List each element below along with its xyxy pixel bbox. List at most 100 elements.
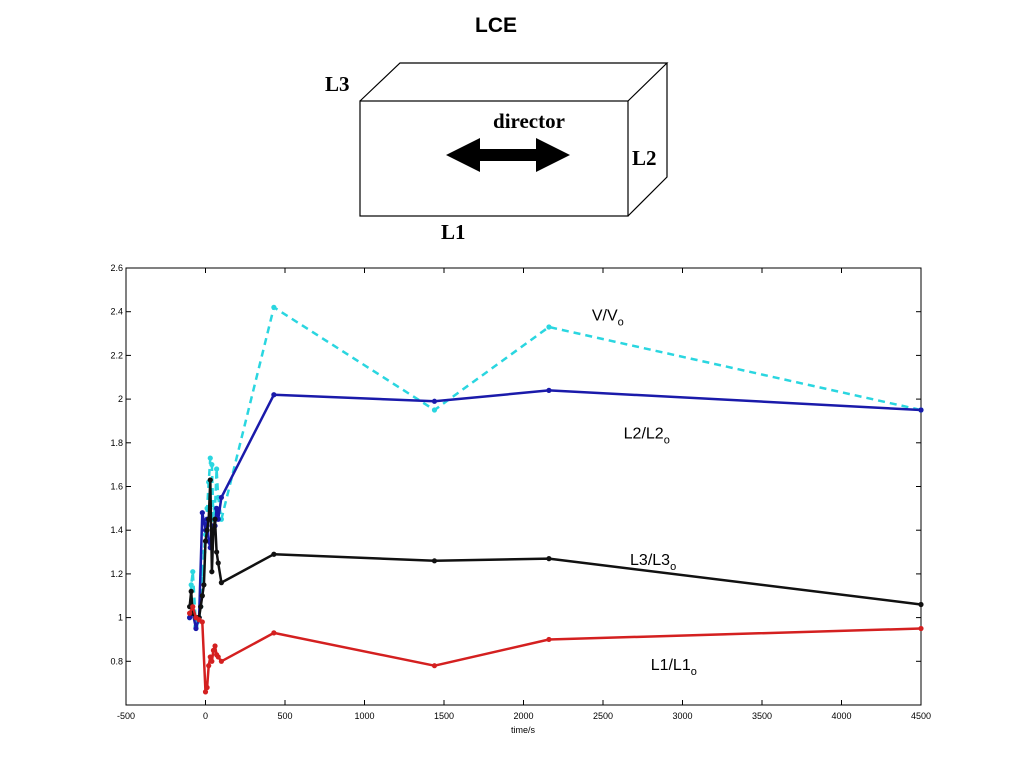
data-point-v-v <box>546 324 552 330</box>
x-tick-label: 500 <box>277 711 292 721</box>
data-point-l1-l1 <box>212 643 218 649</box>
box-side-face <box>627 63 668 217</box>
data-point-l2-l2 <box>187 615 193 621</box>
series-line-l1-l1 <box>188 605 922 694</box>
series-label-text: L1/L1 <box>651 657 691 674</box>
series-label-subscript: o <box>670 561 676 573</box>
data-point-l1-l1 <box>202 689 209 695</box>
data-point-l2-l2 <box>918 407 924 413</box>
data-point-l2-l2 <box>214 505 220 511</box>
y-tick-label: 1.4 <box>110 525 123 535</box>
y-tick-label: 1.8 <box>110 438 123 448</box>
box-outline <box>359 62 669 217</box>
label-director: director <box>493 109 565 133</box>
data-point-l3-l3 <box>198 604 204 610</box>
data-point-l1-l1 <box>918 625 924 632</box>
y-tick-label: 0.8 <box>110 656 123 666</box>
data-point-v-v <box>207 455 213 461</box>
data-point-l1-l1 <box>204 684 210 691</box>
series-label-text: L2/L2 <box>624 425 664 442</box>
series-line-v-v <box>188 306 922 628</box>
y-tick-label: 1 <box>118 613 123 623</box>
series-line-l3-l3 <box>188 478 922 619</box>
series-label-l1-l1: L1/L1o <box>651 657 697 678</box>
box-front-face <box>359 100 629 217</box>
data-point-l1-l1 <box>207 654 213 660</box>
data-point-l2-l2 <box>218 494 224 501</box>
data-point-l2-l2 <box>193 625 199 632</box>
series-layer <box>187 304 924 695</box>
box-top-face <box>359 62 669 102</box>
data-point-l3-l3 <box>214 549 220 555</box>
data-point-l3-l3 <box>431 558 438 564</box>
y-tick-label: 1.2 <box>110 569 123 579</box>
data-point-v-v <box>190 569 196 575</box>
data-point-v-v <box>214 466 220 472</box>
series-label-subscript: o <box>618 316 624 328</box>
data-point-l3-l3 <box>218 580 224 586</box>
y-tick-label: 1.6 <box>110 482 123 492</box>
data-point-v-v <box>431 407 438 413</box>
x-tick-label: 2000 <box>513 711 533 721</box>
data-point-l1-l1 <box>431 663 438 669</box>
series-label-text: L3/L3 <box>630 552 670 569</box>
x-tick-label: 1500 <box>434 711 454 721</box>
data-point-l3-l3 <box>918 601 924 608</box>
data-point-v-v <box>188 582 194 588</box>
data-point-l1-l1 <box>215 654 221 660</box>
data-point-l1-l1 <box>206 663 212 669</box>
data-point-l3-l3 <box>199 593 205 599</box>
x-tick-label: 3500 <box>752 711 772 721</box>
series-v-v <box>187 304 924 629</box>
y-tick-label: 2.2 <box>110 350 123 360</box>
data-point-l3-l3 <box>215 560 221 566</box>
series-label-subscript: o <box>691 666 697 678</box>
data-point-l3-l3 <box>210 527 217 533</box>
x-axis-label: time/s <box>511 725 536 735</box>
data-point-l1-l1 <box>271 630 277 636</box>
data-point-l3-l3 <box>207 477 213 483</box>
data-point-l3-l3 <box>209 569 215 575</box>
x-tick-label: 0 <box>203 711 208 721</box>
lce-box-diagram: LCE L3 L2 L1 director <box>325 14 669 244</box>
x-tick-label: 1000 <box>354 711 374 721</box>
x-tick-label: -500 <box>117 711 135 721</box>
series-l2-l2 <box>187 387 924 632</box>
series-l1-l1 <box>187 604 924 695</box>
y-tick-label: 2 <box>118 394 123 404</box>
data-point-l2-l2 <box>271 392 277 398</box>
data-point-l3-l3 <box>204 527 210 533</box>
y-tick-label: 2.6 <box>110 263 123 273</box>
data-point-v-v <box>271 304 277 310</box>
series-line-l2-l2 <box>188 389 922 630</box>
x-tick-label: 3000 <box>672 711 692 721</box>
series-label-v-v: V/Vo <box>592 307 624 328</box>
data-point-l1-l1 <box>199 619 205 625</box>
y-tick-label: 2.4 <box>110 307 123 317</box>
data-point-l2-l2 <box>431 398 438 404</box>
label-l1: L1 <box>441 220 466 244</box>
data-point-l1-l1 <box>210 647 217 653</box>
data-point-v-v <box>209 462 215 468</box>
series-label-subscript: o <box>664 434 670 446</box>
data-point-l1-l1 <box>187 610 193 616</box>
series-label-l2-l2: L2/L2o <box>624 425 670 446</box>
data-point-l1-l1 <box>546 636 552 643</box>
series-label-l3-l3: L3/L3o <box>630 552 676 573</box>
data-point-l2-l2 <box>199 510 205 516</box>
diagram-title: LCE <box>475 14 517 37</box>
data-point-l3-l3 <box>201 582 207 588</box>
x-tick-label: 2500 <box>593 711 613 721</box>
x-tick-label: 4500 <box>911 711 931 721</box>
data-point-l1-l1 <box>190 604 196 610</box>
data-point-l1-l1 <box>209 658 215 664</box>
data-point-l1-l1 <box>218 658 224 664</box>
axes: -500 0 500 1000 1500 2000 2500 3000 3500 4000 4500… <box>110 263 931 721</box>
data-point-l3-l3 <box>546 556 552 562</box>
data-point-l3-l3 <box>188 588 194 594</box>
x-tick-label: 4000 <box>831 711 851 721</box>
data-point-l3-l3 <box>206 516 212 522</box>
